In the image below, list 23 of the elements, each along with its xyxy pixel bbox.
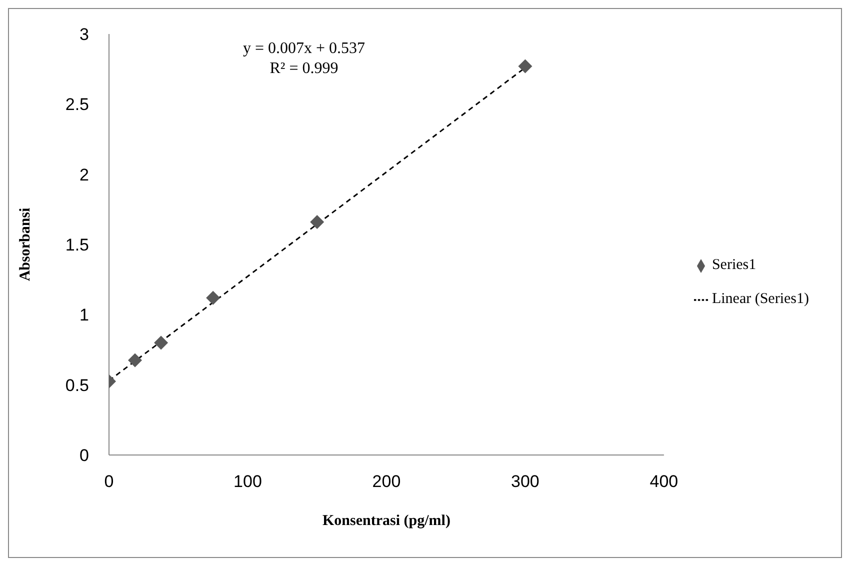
x-tick-label: 300 (511, 472, 540, 492)
annotation: y = 0.007x + 0.537 (242, 39, 366, 59)
x-axis-title: Konsentrasi (pg/ml) (322, 513, 450, 529)
y-tick-label: 0 (80, 446, 89, 466)
y-tick-label: 1 (80, 306, 89, 325)
x-tick-label: 100 (234, 472, 262, 492)
y-axis-title: Absorbansi (17, 208, 34, 282)
x-tick-label: 0 (104, 472, 114, 492)
annotation: R² = 0.999 (268, 59, 340, 79)
y-tick-label: 2.5 (65, 95, 89, 114)
y-tick-label: 0.5 (65, 376, 89, 395)
y-tick-label: 3 (80, 25, 89, 44)
point (128, 353, 142, 368)
point (518, 59, 532, 74)
y-tick-label: 1.5 (65, 236, 89, 255)
legend-label: Series1 (712, 257, 756, 273)
y-tick-label: 2 (80, 165, 89, 184)
point (310, 215, 324, 230)
legend-label: Linear (Series1) (712, 291, 809, 307)
point (206, 290, 220, 305)
point (154, 336, 168, 350)
x-tick-label: 200 (372, 472, 401, 492)
x-tick-label: 400 (650, 472, 678, 492)
